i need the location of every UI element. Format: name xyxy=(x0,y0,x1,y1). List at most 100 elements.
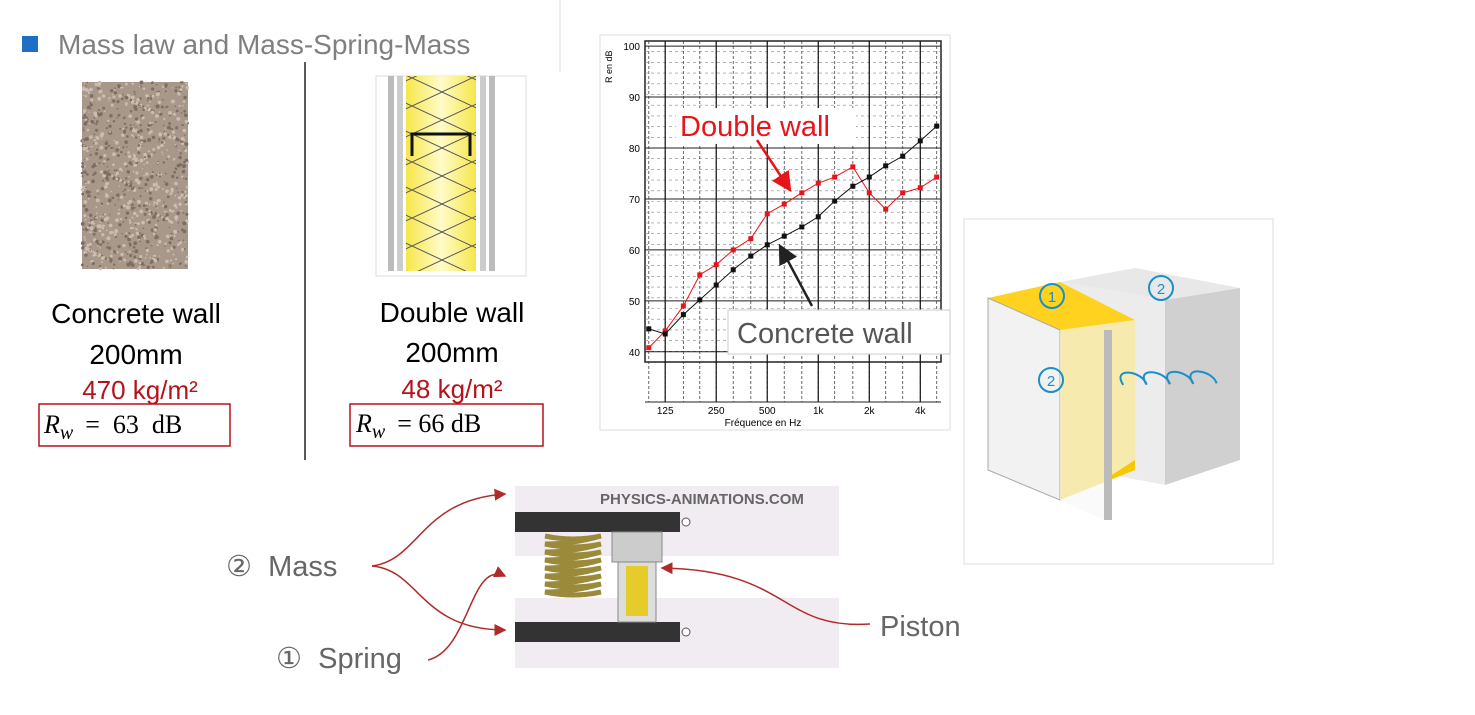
texture-dot xyxy=(109,89,114,93)
texture-dot xyxy=(155,83,158,86)
texture-dot xyxy=(177,196,182,200)
texture-dot xyxy=(81,165,85,169)
texture-dot xyxy=(122,94,124,96)
texture-dot xyxy=(97,242,100,246)
texture-dot xyxy=(139,240,141,243)
texture-dot xyxy=(164,106,167,109)
texture-dot xyxy=(163,204,168,209)
texture-dot xyxy=(151,135,156,140)
texture-dot xyxy=(137,238,140,241)
rating: Rw = 66 dB xyxy=(355,409,481,443)
texture-dot xyxy=(184,260,189,264)
texture-dot xyxy=(119,195,124,199)
texture-dot xyxy=(149,101,151,103)
texture-dot xyxy=(164,215,167,218)
texture-dot xyxy=(141,116,145,120)
texture-dot xyxy=(99,267,102,271)
texture-dot xyxy=(157,100,162,104)
texture-dot xyxy=(133,255,137,259)
texture-dot xyxy=(184,177,188,180)
texture-dot xyxy=(174,194,177,197)
texture-dot xyxy=(112,146,114,149)
texture-dot xyxy=(95,122,98,126)
texture-dot xyxy=(133,206,136,209)
texture-dot xyxy=(144,81,147,84)
texture-dot xyxy=(106,145,109,148)
texture-dot xyxy=(161,85,165,88)
texture-dot xyxy=(83,82,85,85)
annotation-bg xyxy=(727,309,951,355)
texture-dot xyxy=(117,84,121,89)
rating-symbol: R xyxy=(355,409,372,438)
texture-dot xyxy=(115,177,119,181)
texture-dot xyxy=(174,89,178,93)
texture-dot xyxy=(134,136,138,139)
texture-dot xyxy=(165,210,168,213)
texture-dot xyxy=(109,254,113,258)
texture-dot xyxy=(137,144,141,147)
texture-dot xyxy=(99,215,102,218)
annotation-bg xyxy=(676,108,856,144)
texture-dot xyxy=(183,95,187,100)
texture-dot xyxy=(80,221,85,226)
texture-dot xyxy=(110,103,114,107)
texture-dot xyxy=(181,81,184,84)
texture-dot xyxy=(170,187,175,192)
texture-dot xyxy=(101,261,103,264)
texture-dot xyxy=(178,202,182,206)
texture-dot xyxy=(84,182,87,185)
texture-dot xyxy=(107,198,112,203)
texture-dot xyxy=(93,111,98,116)
texture-dot xyxy=(160,143,164,148)
texture-dot xyxy=(102,179,105,182)
watermark: PHYSICS-ANIMATIONS.COM xyxy=(600,491,804,508)
texture-dot xyxy=(82,139,84,142)
texture-dot xyxy=(169,128,172,130)
point xyxy=(764,211,770,217)
point xyxy=(680,303,686,309)
texture-dot xyxy=(182,211,185,214)
texture-dot xyxy=(109,258,113,262)
texture-dot xyxy=(93,138,96,142)
texture-dot xyxy=(179,81,183,84)
texture-dot xyxy=(88,231,91,234)
texture-dot xyxy=(161,135,164,137)
texture-dot xyxy=(122,127,125,130)
texture-dot xyxy=(174,105,177,107)
texture-dot xyxy=(117,199,120,201)
texture-dot xyxy=(162,153,164,156)
texture-dot xyxy=(154,236,157,240)
rating-value: = 63 dB xyxy=(85,410,182,439)
point xyxy=(730,247,736,253)
point xyxy=(900,153,906,159)
texture-dot xyxy=(86,265,88,267)
texture-dot xyxy=(125,165,128,168)
texture-dot xyxy=(127,154,132,159)
texture-dot xyxy=(112,119,116,123)
texture-dot xyxy=(150,228,154,232)
texture-dot xyxy=(165,217,169,221)
texture-dot xyxy=(114,204,116,206)
texture-dot xyxy=(137,257,139,260)
texture-dot xyxy=(173,157,176,160)
texture-dot xyxy=(176,211,180,215)
texture-dot xyxy=(123,116,126,119)
texture-dot xyxy=(108,256,111,259)
point xyxy=(934,123,940,129)
texture-dot xyxy=(82,127,85,129)
texture-dot xyxy=(103,217,108,222)
texture-dot xyxy=(83,200,88,204)
double-wall-image xyxy=(375,75,527,277)
texture-dot xyxy=(178,86,181,89)
texture-dot xyxy=(153,151,156,154)
texture-dot xyxy=(130,263,135,268)
texture-dot xyxy=(138,204,141,208)
texture-dot xyxy=(127,237,131,242)
texture-dot xyxy=(131,203,134,207)
texture-dot xyxy=(141,145,143,147)
texture-dot xyxy=(151,81,154,84)
texture-dot xyxy=(132,250,134,253)
texture-dot xyxy=(129,124,132,126)
texture-dot xyxy=(88,221,90,224)
texture-dot xyxy=(89,94,94,98)
